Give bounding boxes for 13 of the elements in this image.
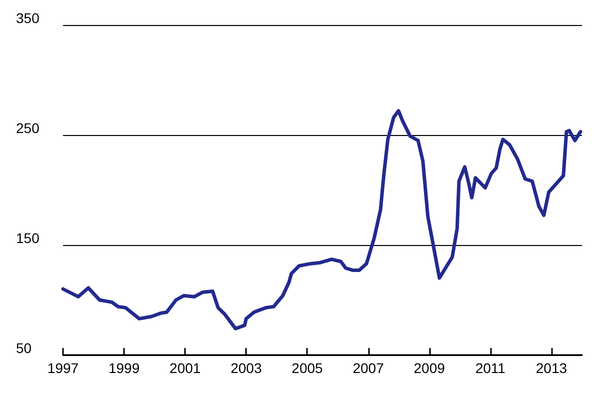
- x-tick-label: 2005: [292, 360, 324, 376]
- x-tick-label: 2007: [352, 360, 384, 376]
- x-tick-label: 2009: [414, 360, 446, 376]
- x-tick-label: 2013: [536, 360, 568, 376]
- x-tick-label: 2001: [170, 360, 201, 376]
- x-tick-label: 2003: [230, 360, 262, 376]
- x-tick-label: 1997: [47, 360, 79, 376]
- y-tick-label: 150: [16, 230, 40, 246]
- y-tick-label: 350: [16, 10, 40, 26]
- x-tick-label: 2011: [475, 360, 506, 376]
- y-tick-label: 50: [16, 340, 32, 356]
- x-tick-label: 1999: [108, 360, 140, 376]
- y-tick-label: 250: [16, 120, 40, 136]
